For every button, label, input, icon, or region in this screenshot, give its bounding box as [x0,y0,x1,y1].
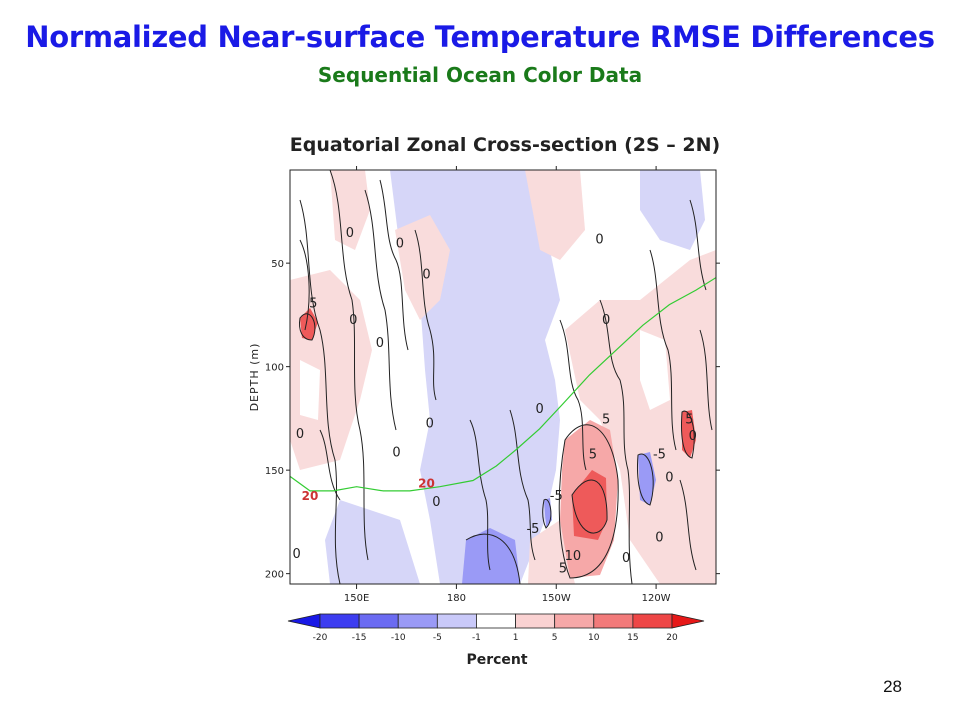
contour-label: 0 [602,313,610,328]
contour-label: 20 [302,489,319,503]
colorbar-segment [436,613,477,629]
contour-label: 0 [622,551,630,566]
plot-title: Equatorial Zonal Cross-section (2S – 2N) [289,134,721,156]
blue-region-dark-right [638,452,656,505]
colorbar-tick-label: -20 [313,633,328,643]
colorbar-tick-label: -5 [433,633,442,643]
page-number: 28 [883,677,902,696]
contour-label: 0 [396,236,404,251]
y-tick-label: 100 [265,363,284,374]
contour-label: 5 [685,412,693,427]
y-axis-label: DEPTH (m) [248,343,261,412]
colorbar-segment [476,613,516,629]
contour-label: 0 [296,427,304,442]
contour-label: -5 [550,489,563,504]
colorbar-segment [671,613,705,629]
contour-label: 0 [346,226,354,241]
colorbar-segment [593,613,634,629]
x-tick-label: 150W [542,593,571,604]
contour-label: 0 [665,470,673,485]
colorbar: -20 -15 -10 -5 -1 1 5 10 15 20 [287,613,705,643]
contour-label: 0 [426,417,434,432]
plot-frame [289,169,717,585]
contour-label: 10 [565,549,582,564]
contour-label: 0 [655,530,663,545]
contour-label: 20 [418,477,435,491]
colorbar-segment [287,613,321,629]
reference-line-20 [290,277,716,492]
y-tick-label: 200 [265,570,284,581]
contour-label: 0 [376,336,384,351]
colorbar-tick-label: 5 [552,633,558,643]
red-region-left-upper [300,308,318,340]
colorbar-label: Percent [466,652,527,668]
colorbar-tick-label: 15 [627,633,638,643]
red-region-core [572,470,607,540]
blue-region-right-top [640,170,705,250]
x-tick-label: 120W [642,593,671,604]
colorbar-segment [515,613,556,629]
colorbar-segment [397,613,438,629]
contour-label: -5 [526,522,539,537]
slide-subtitle: Sequential Ocean Color Data [317,63,643,87]
contour-label: 0 [392,446,400,461]
pink-region-right-large [565,250,716,584]
slide-title: Normalized Near-surface Temperature RMSE… [25,20,935,54]
contour-label: 5 [309,296,317,311]
pink-region-mid [395,215,450,320]
contour-label: 0 [349,313,357,328]
white-patch-2 [300,360,320,420]
contour-label: 0 [422,268,430,283]
contour-label: 0 [689,429,697,444]
x-axis: 150E 180 150W 120W [344,166,671,604]
colorbar-tick-label: 1 [513,633,519,643]
contour-label: 0 [595,232,603,247]
blue-region-dark-bottom [462,528,520,584]
x-tick-label: 150E [344,593,369,604]
shaded-field [290,170,716,584]
white-patch-1 [640,330,670,410]
contour-label: 0 [293,547,301,562]
colorbar-segment [554,613,595,629]
contour-label: 5 [602,412,610,427]
colorbar-tick-label: 20 [666,633,678,643]
colorbar-tick-label: -1 [472,633,481,643]
contour-label: 0 [535,402,543,417]
contour-lines [299,170,713,584]
colorbar-tick-label: -10 [391,633,406,643]
contour-label: 5 [589,448,597,463]
pink-region-upper-left [330,170,370,250]
x-tick-label: 180 [447,593,466,604]
contour-label: 0 [432,495,440,510]
colorbar-segment [319,613,360,629]
contour-label: -5 [653,448,666,463]
blue-region-lower-left [325,500,420,584]
y-tick-label: 150 [265,466,284,477]
colorbar-segment [358,613,399,629]
colorbar-tick-label: -15 [352,633,367,643]
y-tick-label: 50 [271,259,284,270]
colorbar-tick-label: 10 [588,633,600,643]
contour-label: 5 [559,561,567,576]
pink-region-right-upper [525,170,585,260]
colorbar-segment [632,613,673,629]
